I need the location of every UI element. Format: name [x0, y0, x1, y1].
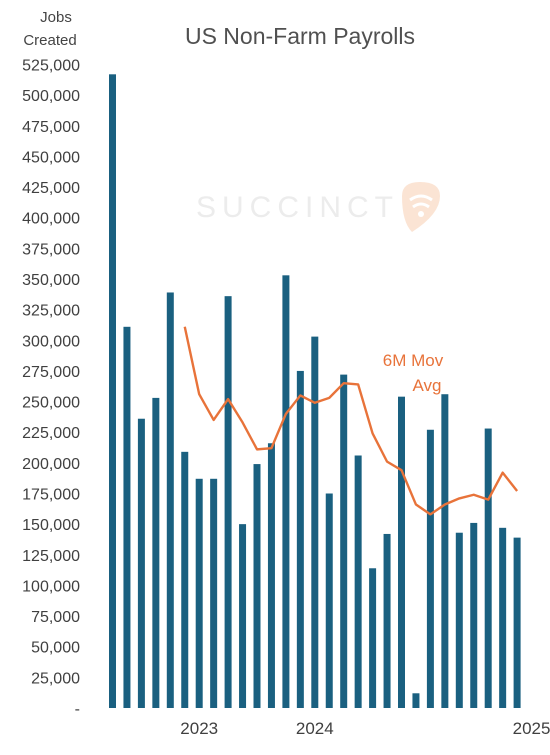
bar-2024-12	[441, 394, 449, 708]
bar-2023-12	[267, 443, 275, 708]
y-axis-label-line-1: Jobs	[40, 9, 72, 26]
y-tick-label: 100,000	[22, 578, 80, 595]
y-tick-label: 425,000	[22, 180, 80, 197]
y-tick-label: 175,000	[22, 487, 80, 504]
bar-2023-09	[224, 296, 232, 708]
x-tick-label: 2025	[513, 719, 550, 738]
watermark-text: SUCCINCT	[196, 191, 399, 224]
bar-2024-02	[296, 370, 304, 708]
y-tick-label: 150,000	[22, 517, 80, 534]
moving-average-annotation: 6M Mov Avg	[383, 351, 444, 395]
y-tick-label: 300,000	[22, 333, 80, 350]
bar-2023-02	[123, 326, 131, 708]
bar-2024-06	[354, 455, 362, 708]
bar-2023-05	[166, 292, 174, 708]
y-tick-label: 250,000	[22, 395, 80, 412]
bar-2025-05	[513, 537, 521, 708]
watermark-logo-icon	[402, 182, 440, 232]
bar-2023-06	[181, 451, 189, 708]
y-tick-label: 125,000	[22, 548, 80, 565]
bar-2023-03	[137, 418, 145, 708]
bar-2024-03	[311, 336, 319, 708]
bar-2023-11	[253, 464, 261, 708]
bar-2024-08	[383, 533, 391, 708]
moving-average-series	[183, 326, 519, 516]
y-tick-label: 25,000	[31, 670, 80, 687]
bar-series	[109, 74, 521, 708]
y-tick-label: 525,000	[22, 58, 80, 75]
bar-2025-03	[484, 428, 492, 708]
y-tick-label: 75,000	[31, 609, 80, 626]
x-axis-ticks: 2023 2024 2025	[180, 719, 550, 738]
x-tick-label: 2023	[180, 719, 218, 738]
y-tick-label: 325,000	[22, 303, 80, 320]
bar-2025-02	[470, 522, 478, 708]
bar-2023-04	[152, 397, 160, 708]
bar-2025-04	[499, 527, 507, 708]
y-tick-label: 275,000	[22, 364, 80, 381]
bar-2024-05	[340, 374, 348, 708]
y-tick-label: 225,000	[22, 425, 80, 442]
y-tick-label: 375,000	[22, 241, 80, 258]
watermark: SUCCINCT	[196, 182, 440, 232]
bar-2023-07	[195, 478, 203, 708]
y-tick-label: 200,000	[22, 456, 80, 473]
bar-2025-01	[455, 532, 463, 708]
y-tick-label: 475,000	[22, 119, 80, 136]
y-tick-label: 400,000	[22, 211, 80, 228]
moving-average-line	[183, 326, 519, 516]
bar-2024-01	[282, 275, 290, 708]
annotation-line-2: Avg	[413, 376, 442, 395]
bar-2023-10	[239, 524, 247, 708]
x-tick-label: 2024	[296, 719, 334, 738]
bar-2024-11	[426, 429, 434, 708]
y-tick-label: 450,000	[22, 149, 80, 166]
annotation-line-1: 6M Mov	[383, 351, 444, 370]
bar-2023-01	[109, 74, 116, 708]
y-axis-label: Jobs Created	[23, 9, 76, 49]
bar-2024-04	[325, 493, 333, 708]
chart-title: US Non-Farm Payrolls	[185, 23, 415, 49]
bar-2023-08	[210, 478, 218, 708]
bar-2024-10	[412, 693, 420, 708]
y-tick-label: 50,000	[31, 640, 80, 657]
y-axis-label-line-2: Created	[23, 32, 76, 49]
y-tick-label: -	[75, 701, 80, 718]
y-tick-label: 500,000	[22, 88, 80, 105]
y-axis-ticks: - 25,000 50,000 75,000 100,000 125,000 150,000…	[22, 58, 80, 719]
y-tick-label: 350,000	[22, 272, 80, 289]
bar-2024-07	[369, 568, 377, 708]
bar-2024-09	[398, 396, 405, 708]
